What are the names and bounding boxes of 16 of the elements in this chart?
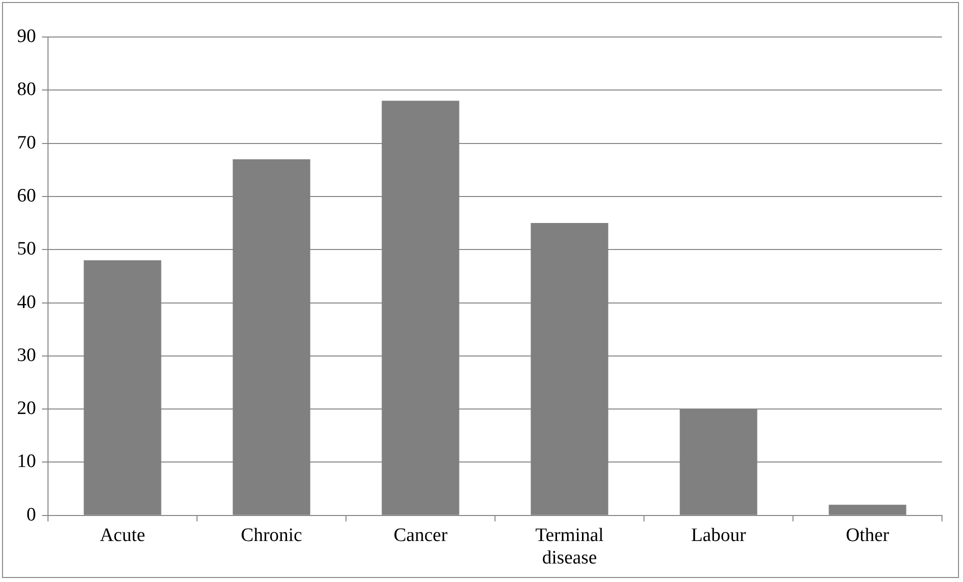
y-tick-label: 0 (26, 504, 36, 526)
x-tick-label: Acute (100, 524, 146, 546)
x-tick-label: Other (846, 524, 890, 546)
y-tick-label: 40 (17, 292, 36, 313)
y-tick-label: 80 (17, 79, 36, 100)
y-tick-label: 30 (17, 344, 36, 366)
y-tick-label: 70 (17, 132, 36, 154)
y-tick-label: 90 (17, 26, 36, 47)
y-tick-label: 10 (17, 451, 36, 472)
y-tick-label: 50 (17, 238, 36, 260)
x-tick-label: Labour (691, 524, 747, 546)
y-tick-label: 20 (17, 398, 36, 420)
y-tick-label: 60 (17, 185, 36, 206)
x-tick-label: Cancer (394, 524, 448, 546)
x-tick-label: Chronic (240, 524, 302, 546)
x-tick-label: Terminal disease (535, 524, 604, 569)
